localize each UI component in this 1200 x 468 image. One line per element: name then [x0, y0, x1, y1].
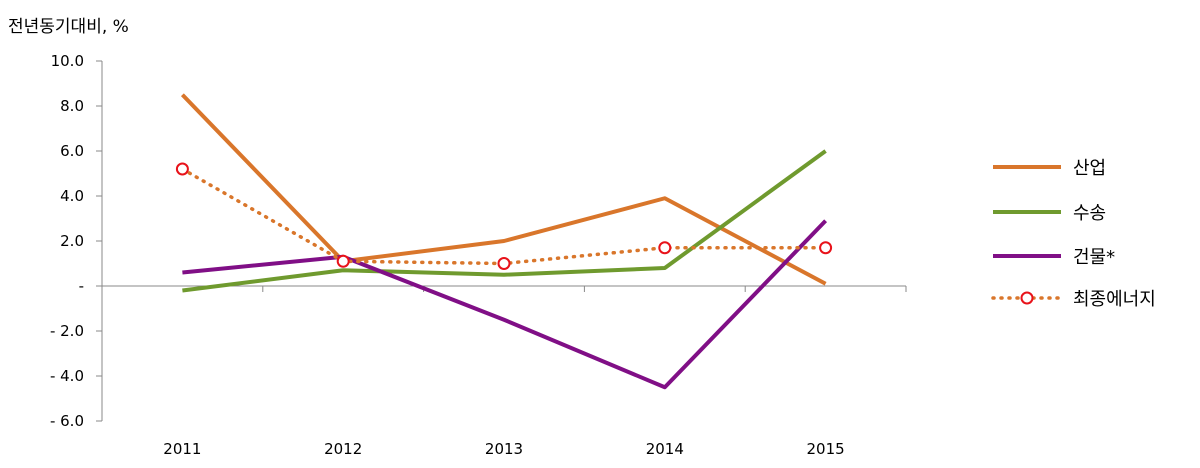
series-line	[182, 219, 828, 390]
y-tick-label: 10.0	[51, 52, 84, 70]
legend-marker	[1020, 291, 1034, 305]
y-tick-label: 6.0	[60, 142, 84, 160]
series-2	[182, 149, 827, 293]
series-1	[180, 93, 827, 286]
y-tick-label: -	[79, 277, 84, 295]
data-point	[819, 241, 833, 255]
y-tick-label: 2.0	[60, 232, 84, 250]
legend-item: 수송	[993, 203, 1106, 224]
legend-item: 최종에너지	[991, 289, 1156, 310]
data-point	[175, 162, 189, 176]
legend-item: 건물*	[993, 247, 1115, 268]
series-4	[175, 162, 833, 270]
legend-label: 산업	[1073, 158, 1106, 179]
data-point	[497, 257, 511, 270]
series-line	[180, 93, 827, 286]
y-tick-label: 4.0	[60, 187, 84, 205]
data-point	[658, 241, 672, 255]
legend-label: 최종에너지	[1073, 289, 1156, 310]
axes: 10.0 8.0 6.0 4.0 2.0 - - 2.0 - 4.0 - 6.0 2011 2012…	[50, 52, 907, 458]
series-line	[180, 167, 828, 266]
x-tick-label: 2012	[324, 440, 362, 458]
x-tick-label: 2015	[807, 440, 845, 458]
legend-label: 건물*	[1073, 247, 1115, 268]
y-tick-label: - 2.0	[50, 322, 84, 340]
legend-label: 수송	[1073, 203, 1106, 224]
series-layer	[175, 93, 833, 390]
x-tick-label: 2013	[485, 440, 523, 458]
legend-item: 산업	[993, 158, 1106, 179]
series-3	[182, 219, 828, 390]
y-tick-label: - 4.0	[50, 367, 84, 385]
data-point	[336, 254, 350, 268]
y-axis-label: 전년동기대비, %	[8, 17, 129, 37]
x-tick-label: 2014	[646, 440, 684, 458]
series-line	[182, 149, 827, 293]
y-tick-label: 8.0	[60, 97, 84, 115]
y-tick-label: - 6.0	[50, 412, 84, 430]
x-tick-label: 2011	[163, 440, 201, 458]
